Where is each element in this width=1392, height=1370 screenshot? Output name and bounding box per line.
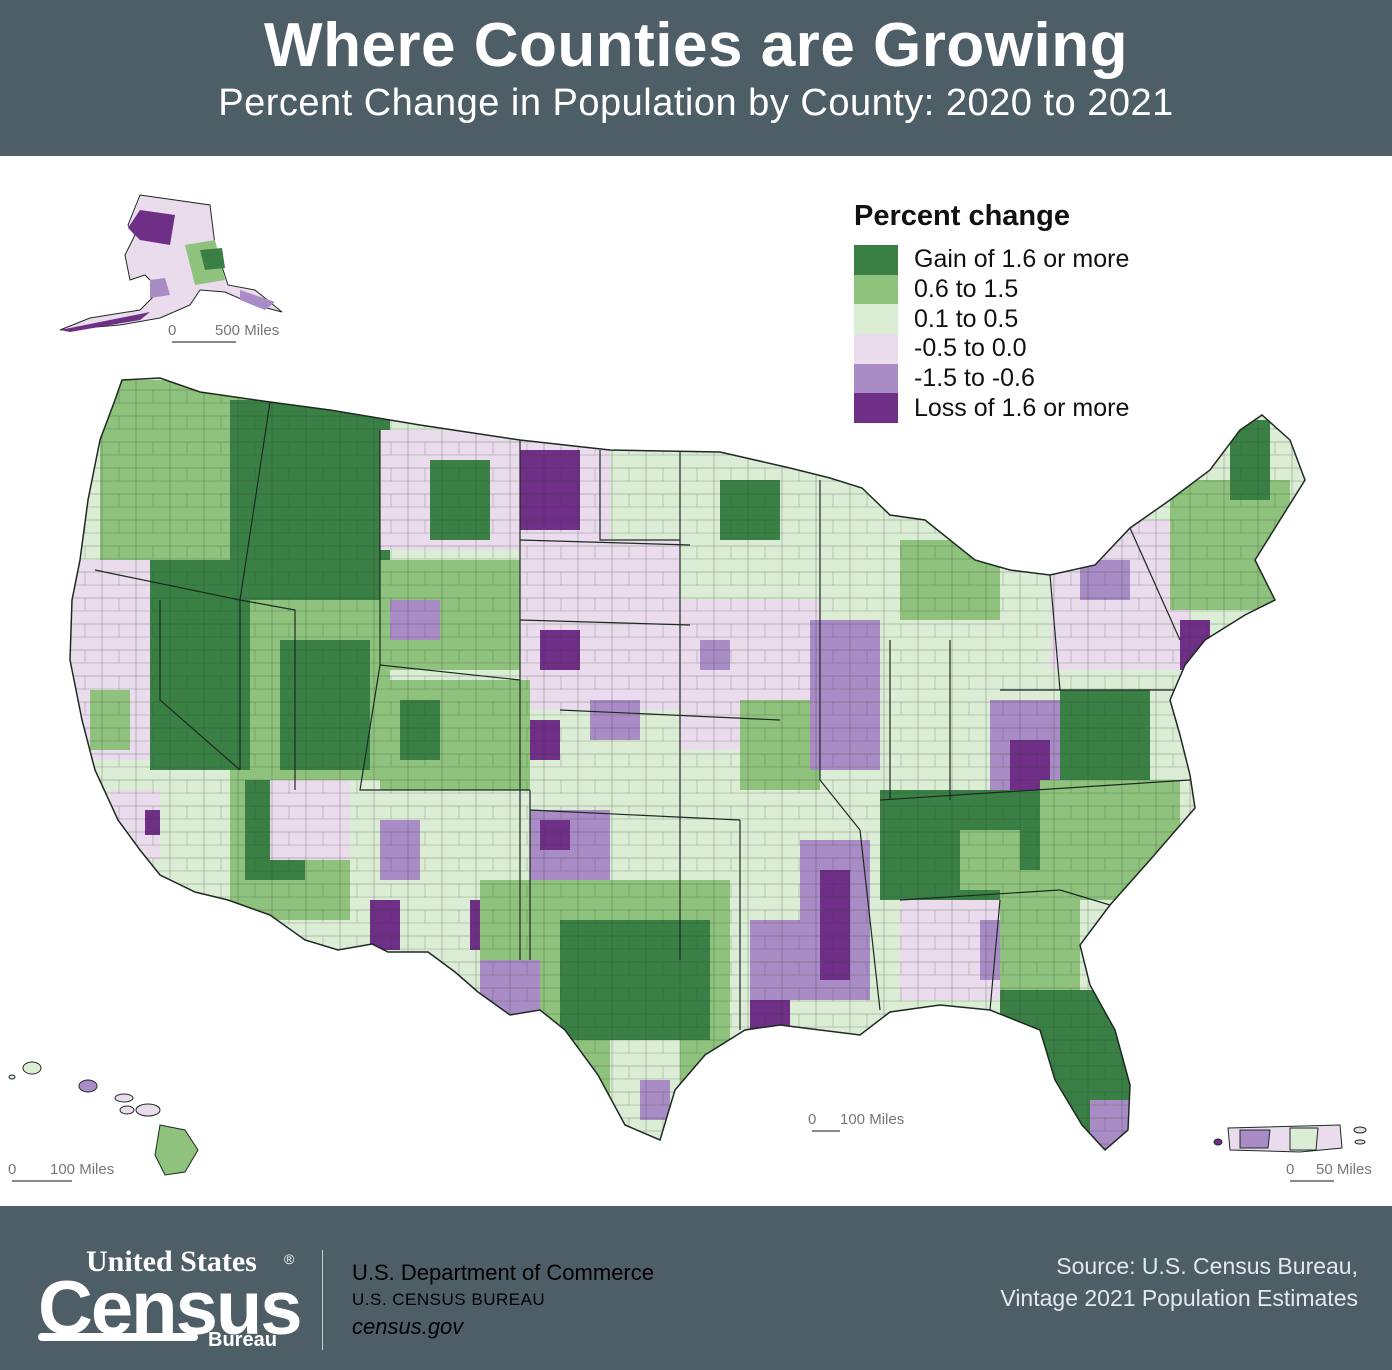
legend-label: 0.1 to 0.5: [914, 304, 1019, 333]
legend-item-gain-high: Gain of 1.6 or more: [854, 245, 1194, 275]
alaska-scale-label: 500 Miles: [215, 322, 280, 339]
alaska-inset: [59, 194, 283, 332]
source-line-2: Vintage 2021 Population Estimates: [1000, 1285, 1358, 1311]
legend-label: -0.5 to 0.0: [914, 334, 1027, 363]
conus-counties: [70, 378, 1305, 1150]
conus-outline: [69, 377, 1306, 1152]
legend-swatch: [854, 334, 898, 364]
bureau-name: U.S. CENSUS BUREAU: [352, 1290, 546, 1309]
state-boundaries: [94, 401, 1191, 1030]
legend-title: Percent change: [854, 200, 1070, 232]
legend-swatch: [854, 274, 898, 305]
puerto-rico-inset: [1213, 1124, 1367, 1153]
puerto-rico-scale-label: 50 Miles: [1316, 1161, 1372, 1178]
hawaii-scale-zero: 0: [8, 1161, 17, 1178]
legend-item-loss-high: Loss of 1.6 or more: [854, 393, 1194, 424]
census-logo[interactable]: United States ® Census Bureau: [38, 1245, 303, 1355]
legend-swatch: [854, 363, 898, 394]
county-map: [8, 194, 1367, 1176]
legend-label: Gain of 1.6 or more: [914, 245, 1130, 274]
header-banner: Where Counties are Growing Percent Chang…: [0, 0, 1392, 156]
puerto-rico-scale-bar: 0 50 Miles: [1286, 1161, 1386, 1183]
page-title: Where Counties are Growing: [264, 11, 1128, 80]
conus-scale-bar: 0 100 Miles: [808, 1111, 928, 1133]
hawaii-inset: [8, 1061, 199, 1176]
legend-label: 0.6 to 1.5: [914, 275, 1019, 304]
source-line-1: Source: U.S. Census Bureau,: [1056, 1253, 1358, 1279]
hawaii-scale-bar: 0 100 Miles: [8, 1161, 138, 1183]
hawaii-scale-label: 100 Miles: [50, 1161, 115, 1178]
map-legend: Percent change Gain of 1.6 or more 0.6 t…: [854, 200, 1194, 424]
legend-swatch: [854, 393, 898, 424]
alaska-scale-bar: 0 500 Miles: [168, 322, 298, 344]
footer-divider: [322, 1250, 323, 1350]
legend-swatch: [854, 304, 898, 335]
legend-item-loss-low: -0.5 to 0.0: [854, 334, 1194, 364]
logo-swoosh: [38, 1333, 198, 1341]
logo-united-states: United States: [86, 1245, 257, 1278]
legend-swatch: [854, 245, 898, 275]
legend-item-loss-mid: -1.5 to -0.6: [854, 363, 1194, 394]
legend-item-gain-low: 0.1 to 0.5: [854, 304, 1194, 335]
legend-item-gain-mid: 0.6 to 1.5: [854, 274, 1194, 305]
footer-banner: [0, 1206, 1392, 1370]
alaska-scale-zero: 0: [168, 322, 177, 339]
map-area: [0, 156, 1392, 1206]
logo-bureau: Bureau: [208, 1329, 277, 1351]
legend-label: Loss of 1.6 or more: [914, 393, 1130, 422]
conus-scale-zero: 0: [808, 1111, 817, 1128]
website-link[interactable]: census.gov: [352, 1314, 464, 1339]
conus-scale-label: 100 Miles: [840, 1111, 905, 1128]
puerto-rico-scale-zero: 0: [1286, 1161, 1295, 1178]
page-subtitle: Percent Change in Population by County: …: [218, 82, 1174, 124]
logo-registered-mark: ®: [284, 1251, 295, 1267]
legend-label: -1.5 to -0.6: [914, 364, 1035, 393]
department-name: U.S. Department of Commerce: [352, 1260, 654, 1285]
source-note: Source: U.S. Census Bureau, Vintage 2021…: [1000, 1250, 1358, 1314]
